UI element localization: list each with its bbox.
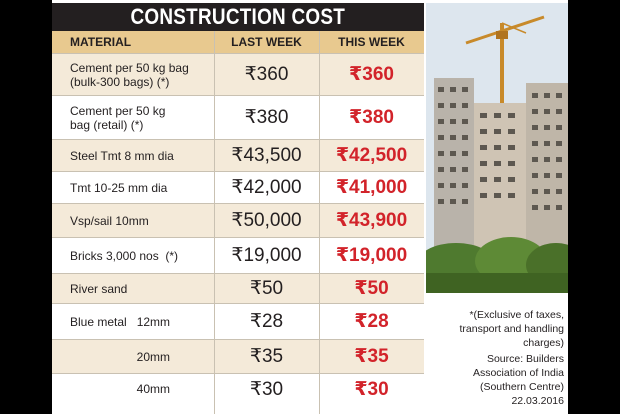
source-line: Source: Builders: [486, 353, 564, 365]
last-week-price: ₹50: [249, 278, 284, 299]
column-divider: [214, 31, 215, 414]
table-row: Bricks 3,000 nos (*) ₹19,000 ₹19,000: [52, 237, 424, 273]
this-week-price: ₹28: [354, 311, 389, 332]
table-row: Cement per 50 kg bag (bulk-300 bags) (*)…: [52, 53, 424, 95]
table-row: 20mm ₹35 ₹35: [52, 339, 424, 373]
building-photo: [426, 3, 568, 293]
last-week-price: ₹19,000: [231, 245, 302, 266]
table-row: 40mm ₹30 ₹30: [52, 373, 424, 404]
footnote: *(Exclusive of taxes, transport and hand…: [459, 309, 565, 349]
page-title: CONSTRUCTION COST: [130, 4, 346, 29]
this-week-price: ₹380: [349, 107, 394, 128]
column-header-material: MATERIAL: [70, 35, 132, 49]
table-row: Tmt 10-25 mm dia ₹42,000 ₹41,000: [52, 171, 424, 203]
last-week-price: ₹43,500: [231, 145, 302, 166]
material-cell: River sand: [70, 281, 128, 296]
source-line: Association of India: [472, 367, 564, 379]
construction-building-illustration: [426, 3, 568, 293]
table-row: Steel Tmt 8 mm dia ₹43,500 ₹42,500: [52, 139, 424, 171]
column-divider: [319, 31, 320, 414]
this-week-price: ₹42,500: [335, 145, 408, 166]
table-row: Vsp/sail 10mm ₹50,000 ₹43,900: [52, 203, 424, 237]
last-week-price: ₹360: [244, 64, 289, 85]
material-cell: 40mm: [70, 382, 171, 396]
last-week-price: ₹35: [249, 346, 284, 367]
this-week-price: ₹43,900: [335, 210, 408, 231]
material-cell: Cement per 50 kg bag (bulk-300 bags) (*): [70, 60, 189, 89]
source-credit: Source: Builders Association of India (S…: [432, 352, 564, 408]
last-week-price: ₹28: [249, 311, 284, 332]
last-week-price: ₹380: [244, 107, 289, 128]
material-cell: 20mm: [70, 349, 171, 364]
crane-jib: [465, 15, 545, 45]
title-bar: CONSTRUCTION COST: [52, 3, 424, 31]
material-cell: Tmt 10-25 mm dia: [70, 180, 168, 195]
table-row: Cement per 50 kg bag (retail) (*) ₹380 ₹…: [52, 95, 424, 139]
table-header: MATERIAL LAST WEEK THIS WEEK: [52, 31, 424, 53]
this-week-price: ₹19,000: [335, 245, 408, 266]
material-cell: Vsp/sail 10mm: [70, 213, 149, 228]
material-cell: Cement per 50 kg bag (retail) (*): [70, 103, 166, 132]
last-week-price: ₹50,000: [231, 210, 302, 231]
material-cell: Steel Tmt 8 mm dia: [70, 148, 174, 163]
material-cell: Bricks 3,000 nos (*): [70, 248, 179, 263]
column-header-this-week: THIS WEEK: [338, 35, 405, 49]
cost-table-body: Cement per 50 kg bag (bulk-300 bags) (*)…: [52, 53, 424, 404]
this-week-price: ₹360: [349, 64, 394, 85]
this-week-price: ₹30: [354, 378, 389, 400]
column-header-last-week: LAST WEEK: [231, 35, 302, 49]
last-week-price: ₹42,000: [231, 177, 302, 198]
this-week-price: ₹50: [354, 278, 389, 299]
this-week-price: ₹35: [354, 346, 389, 367]
this-week-price: ₹41,000: [335, 177, 408, 198]
source-date: 22.03.2016: [511, 395, 564, 407]
source-line: (Southern Centre): [479, 381, 564, 393]
infographic-panel: CONSTRUCTION COST MATERIAL LAST WEEK THI…: [52, 0, 568, 414]
table-row: River sand ₹50 ₹50: [52, 273, 424, 303]
table-row: Blue metal 12mm ₹28 ₹28: [52, 303, 424, 339]
material-cell: Blue metal 12mm: [70, 314, 171, 329]
crane-mast: [500, 23, 504, 133]
last-week-price: ₹30: [249, 378, 284, 400]
